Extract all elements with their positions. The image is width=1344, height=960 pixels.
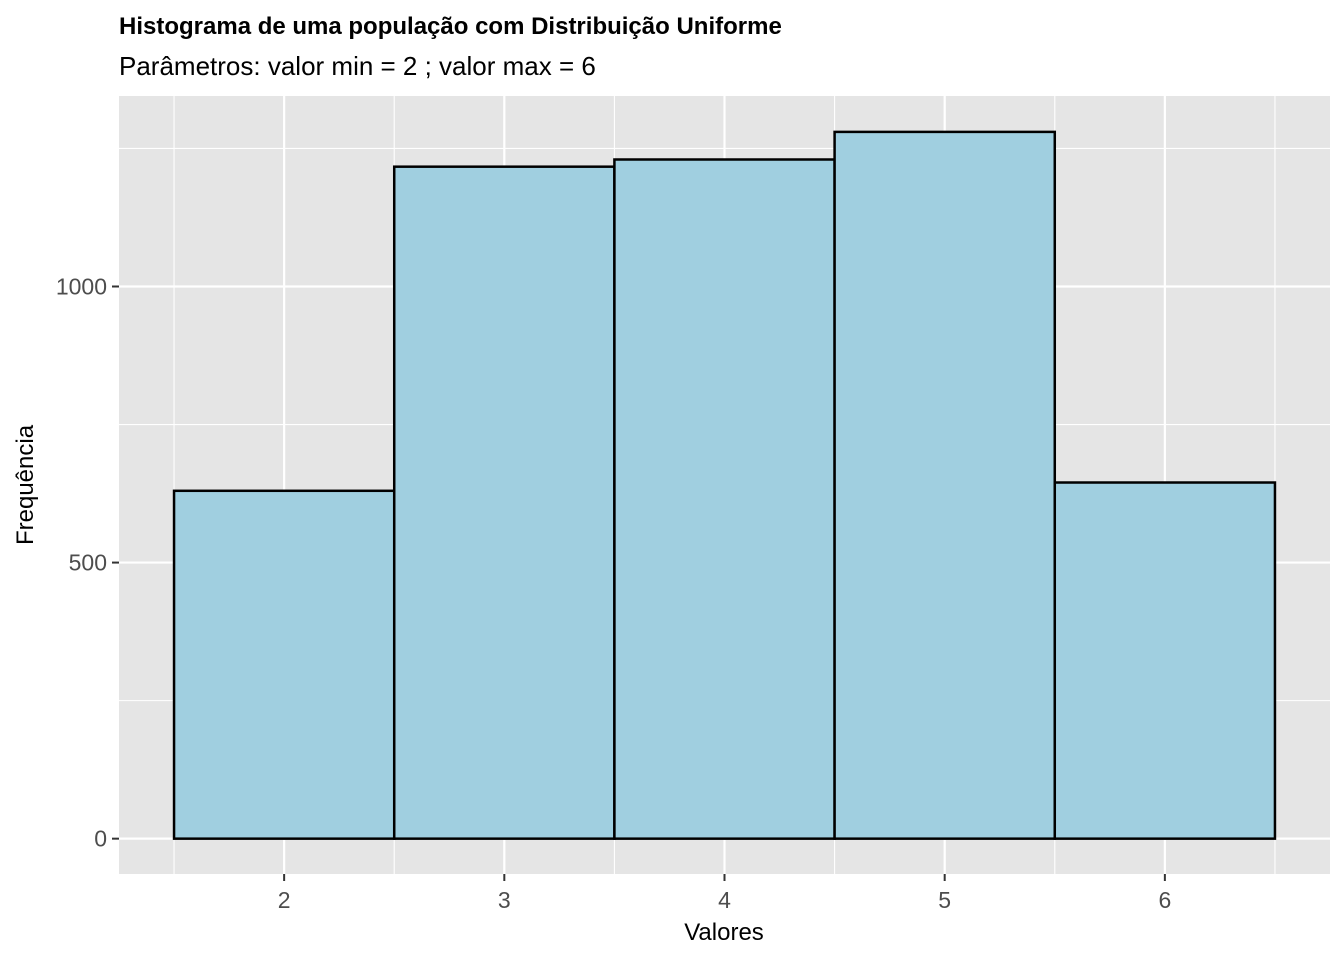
y-axis-title: Frequência [12,424,39,545]
x-tick-label: 2 [278,887,291,913]
x-tick-label: 3 [498,887,511,913]
x-axis: 2 3 4 5 6 [278,874,1171,913]
chart-title: Histograma de uma população com Distribu… [119,13,782,40]
histogram-bar-3 [392,165,616,840]
histogram-bar-2 [172,489,396,840]
chart-subtitle: Parâmetros: valor min = 2 ; valor max = … [119,51,596,81]
x-tick-label: 4 [718,887,731,913]
histogram-bars [172,130,1277,840]
x-tick-label: 5 [938,887,951,913]
y-tick-label: 1000 [56,273,107,299]
histogram-bar-6 [1053,481,1277,840]
x-axis-title: Valores [684,919,764,946]
y-tick-label: 500 [69,550,107,576]
histogram-bar-5 [833,130,1057,840]
y-tick-label: 0 [94,826,107,852]
y-axis: 0 500 1000 [56,273,119,852]
histogram-bar-4 [613,158,836,840]
x-tick-label: 6 [1158,887,1171,913]
